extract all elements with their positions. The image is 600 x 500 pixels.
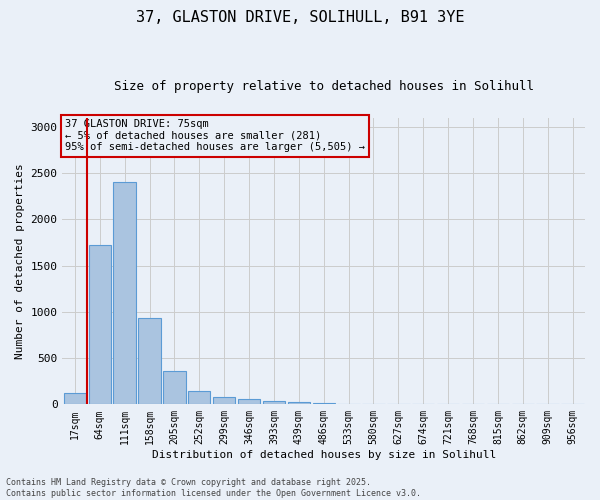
Bar	[213, 397, 235, 404]
Text: 37, GLASTON DRIVE, SOLIHULL, B91 3YE: 37, GLASTON DRIVE, SOLIHULL, B91 3YE	[136, 10, 464, 25]
Bar	[139, 318, 161, 404]
Text: Contains HM Land Registry data © Crown copyright and database right 2025.
Contai: Contains HM Land Registry data © Crown c…	[6, 478, 421, 498]
Bar	[263, 400, 285, 404]
Y-axis label: Number of detached properties: Number of detached properties	[15, 163, 25, 359]
Title: Size of property relative to detached houses in Solihull: Size of property relative to detached ho…	[114, 80, 534, 93]
Bar	[287, 402, 310, 404]
Bar	[113, 182, 136, 404]
Bar	[188, 392, 211, 404]
Text: 37 GLASTON DRIVE: 75sqm
← 5% of detached houses are smaller (281)
95% of semi-de: 37 GLASTON DRIVE: 75sqm ← 5% of detached…	[65, 119, 365, 152]
Bar	[64, 393, 86, 404]
X-axis label: Distribution of detached houses by size in Solihull: Distribution of detached houses by size …	[152, 450, 496, 460]
Bar	[89, 246, 111, 404]
Bar	[238, 399, 260, 404]
Bar	[163, 371, 185, 404]
